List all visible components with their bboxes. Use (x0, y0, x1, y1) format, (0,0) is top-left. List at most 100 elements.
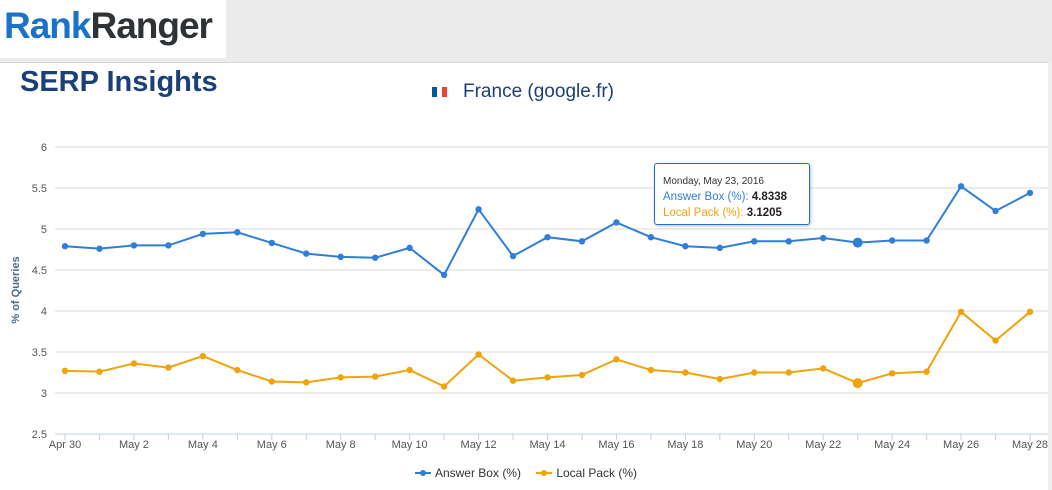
y-tick-label: 5.5 (32, 183, 47, 195)
data-point-answer-box (475, 206, 482, 213)
data-point-answer-box (130, 242, 138, 249)
legend-item-local-pack[interactable]: Local Pack (%) (536, 466, 637, 480)
x-tick-label: May 4 (188, 439, 218, 451)
legend-item-answer-box[interactable]: Answer Box (%) (414, 466, 521, 480)
data-point-answer-box (647, 234, 655, 241)
data-point-local-pack (440, 383, 448, 390)
data-point-local-pack (475, 351, 482, 358)
data-point-answer-box (234, 229, 241, 236)
chart-grid (55, 146, 1048, 435)
data-point-answer-box (751, 238, 758, 245)
data-point-answer-box (578, 238, 586, 245)
data-point-answer-box (303, 250, 310, 257)
page-title: SERP Insights (20, 66, 218, 98)
data-point-answer-box (337, 253, 344, 261)
data-point-local-pack (61, 367, 69, 375)
x-axis: Apr 30 May 2 May 4 May 6 May 8 May 10 May 12 Ma… (49, 433, 1048, 451)
x-tick-label: May 2 (119, 439, 149, 451)
data-point-local-pack (716, 375, 724, 383)
data-point-answer-box (544, 234, 551, 241)
data-point-answer-box (785, 238, 792, 245)
data-point-answer-box (509, 252, 517, 260)
logo-part-rank: Rank (4, 5, 91, 46)
data-point-local-pack (544, 374, 551, 381)
logo-box: RankRanger (0, 0, 226, 58)
flag-stripe-white (437, 87, 442, 97)
legend-symbol-answer-box (414, 468, 431, 478)
tooltip-answer-box-label: Answer Box (%): (663, 191, 752, 203)
data-point-local-pack (234, 366, 241, 374)
x-tick-label: May 6 (257, 439, 287, 451)
data-point-local-pack (303, 379, 310, 386)
data-point-local-pack (852, 378, 863, 389)
data-point-local-pack (1026, 308, 1034, 316)
x-tick-label: May 10 (392, 439, 428, 451)
tooltip-date: Monday, May 23, 2016 (663, 176, 764, 187)
legend-symbol-local-pack (536, 468, 553, 478)
y-tick-label: 4 (41, 306, 47, 318)
x-tick-label: May 18 (667, 439, 703, 451)
data-point-answer-box (820, 234, 827, 242)
x-tick-label: May 28 (1012, 439, 1048, 451)
data-point-local-pack (268, 378, 275, 385)
x-tick-label: May 26 (943, 439, 979, 451)
data-point-answer-box (888, 237, 896, 244)
y-tick-label: 3.5 (32, 347, 47, 359)
flag-stripe-blue (432, 87, 437, 97)
y-tick-label: 4.5 (32, 265, 47, 277)
x-tick-label: May 24 (874, 439, 910, 451)
tooltip-answer-box-value: 4.8338 (751, 191, 788, 203)
top-banner: RankRanger (0, 0, 1052, 63)
data-point-local-pack (509, 377, 517, 384)
y-tick-label: 5 (41, 224, 47, 236)
data-point-answer-box (716, 244, 724, 252)
series-line-answer-box (64, 184, 1031, 277)
x-tick-label: May 14 (529, 439, 565, 451)
rankranger-logo[interactable]: RankRanger (4, 3, 213, 49)
x-tick-label: May 8 (326, 439, 356, 451)
x-tick-label: May 20 (736, 439, 772, 451)
x-tick-label: May 16 (598, 439, 634, 451)
logo-part-ranger: Ranger (90, 5, 212, 46)
data-point-local-pack (371, 373, 379, 380)
data-point-local-pack (888, 370, 896, 377)
data-point-answer-box (613, 219, 620, 226)
y-tick-label: 2.5 (32, 429, 47, 441)
data-point-answer-box (199, 230, 207, 238)
data-point-local-pack (957, 308, 965, 316)
tooltip-local-pack-label: Local Pack (%): (663, 207, 747, 219)
data-point-local-pack (199, 352, 207, 360)
data-point-local-pack (923, 368, 930, 375)
data-point-local-pack (613, 356, 620, 363)
data-point-answer-box (992, 207, 999, 215)
data-point-answer-box (268, 239, 275, 247)
country-label: France (google.fr) (463, 81, 615, 102)
data-point-local-pack (96, 368, 103, 375)
x-tick-label: Apr 30 (49, 439, 81, 451)
y-tick-label: 6 (41, 142, 47, 154)
data-point-local-pack (130, 360, 138, 367)
y-axis-ticks: 2.5 3 3.5 4 4.5 5 5.5 6 (32, 142, 47, 441)
data-point-local-pack (820, 365, 827, 372)
x-tick-label: May 12 (461, 439, 497, 451)
right-edge-strip (1048, 62, 1052, 490)
chart-tooltip: Monday, May 23, 2016 Answer Box (%): 4.8… (654, 163, 810, 225)
tooltip-local-pack-value: 3.1205 (746, 207, 782, 219)
france-flag-icon (432, 87, 447, 97)
legend-label-answer-box: Answer Box (%) (434, 466, 521, 480)
data-point-answer-box (923, 237, 930, 244)
data-point-answer-box (371, 254, 379, 261)
country-selector[interactable]: France (google.fr) (432, 80, 614, 104)
flag-stripe-red (442, 87, 447, 97)
data-point-answer-box (96, 245, 103, 252)
tooltip-answer-box: Answer Box (%): 4.8338 (663, 191, 787, 203)
y-tick-label: 3 (41, 388, 47, 400)
chart-legend: Answer Box (%) Local Pack (%) (0, 466, 1052, 481)
data-point-answer-box (61, 243, 69, 250)
data-point-answer-box (1026, 189, 1034, 197)
y-axis-label: % of Queries (10, 256, 22, 323)
data-point-local-pack (647, 366, 655, 374)
legend-label-local-pack: Local Pack (%) (556, 466, 638, 480)
data-point-answer-box (440, 271, 448, 279)
data-point-local-pack (751, 369, 758, 376)
